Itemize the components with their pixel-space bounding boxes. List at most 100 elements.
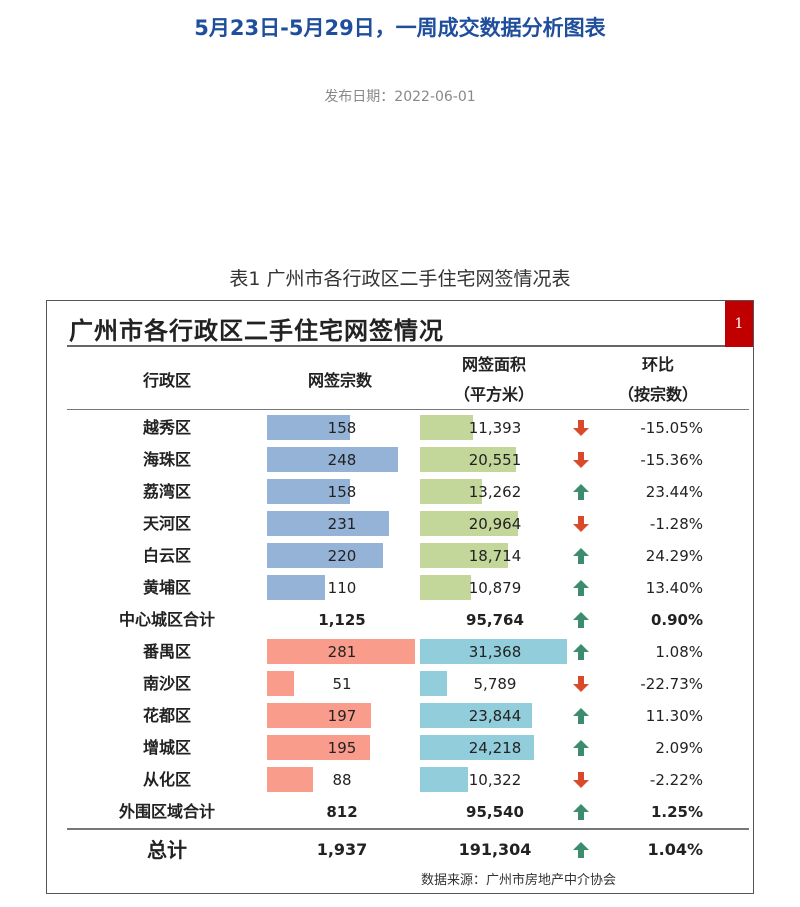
table-row: 从化区 88 10,322 -2.22% <box>47 764 755 796</box>
district-name: 天河区 <box>142 514 191 533</box>
area-value: 18,714 <box>468 547 522 565</box>
arrow-up-icon <box>573 484 589 500</box>
column-header-change-line1: 环比 <box>641 355 674 374</box>
change-value: 1.04% <box>647 840 703 859</box>
table-row: 越秀区 158 11,393 -15.05% <box>47 412 755 444</box>
area-value: 20,551 <box>468 451 522 469</box>
area-value: 13,262 <box>468 483 522 501</box>
arrow-up-icon <box>573 708 589 724</box>
count-value: 220 <box>327 547 357 565</box>
column-header-area-line1: 网签面积 <box>461 355 526 374</box>
count-value: 197 <box>327 707 357 725</box>
header-rule <box>67 409 749 410</box>
district-name: 中心城区合计 <box>118 610 215 629</box>
district-name: 黄埔区 <box>142 578 191 597</box>
district-name: 外围区域合计 <box>118 802 215 821</box>
table-row: 黄埔区 110 10,879 13.40% <box>47 572 755 604</box>
area-bar <box>420 543 508 568</box>
count-value: 1,125 <box>318 611 366 629</box>
count-value: 158 <box>327 483 357 501</box>
count-value: 231 <box>327 515 357 533</box>
count-bar <box>267 543 383 568</box>
count-value: 281 <box>327 643 357 661</box>
arrow-down-icon <box>573 516 589 532</box>
count-value: 88 <box>332 771 352 789</box>
area-value: 191,304 <box>458 840 532 859</box>
count-bar <box>267 479 350 504</box>
arrow-down-icon <box>573 452 589 468</box>
count-bar <box>267 639 415 664</box>
area-bar <box>420 415 473 440</box>
arrow-up-icon <box>573 740 589 756</box>
table-row: 白云区 220 18,714 24.29% <box>47 540 755 572</box>
district-name: 总计 <box>147 838 187 862</box>
count-value: 158 <box>327 419 357 437</box>
arrow-up-icon <box>573 548 589 564</box>
area-value: 20,964 <box>468 515 522 533</box>
area-bar <box>420 575 471 600</box>
data-source-note: 数据来源：广州市房地产中介协会 <box>421 873 617 888</box>
district-name: 从化区 <box>142 770 191 789</box>
area-value: 10,322 <box>468 771 522 789</box>
area-bar <box>420 735 534 760</box>
area-value: 24,218 <box>468 739 522 757</box>
area-bar <box>420 447 516 472</box>
district-name: 南沙区 <box>142 674 191 693</box>
count-bar <box>267 767 313 792</box>
table-row: 天河区 231 20,964 -1.28% <box>47 508 755 540</box>
report-title: 广州市各行政区二手住宅网签情况 <box>69 317 444 345</box>
count-bar <box>267 511 389 536</box>
area-value: 23,844 <box>468 707 522 725</box>
area-bar <box>420 671 447 696</box>
count-value: 1,937 <box>316 840 368 859</box>
change-value: 23.44% <box>645 483 703 501</box>
area-value: 5,789 <box>473 675 517 693</box>
district-name: 花都区 <box>142 706 191 725</box>
district-name: 荔湾区 <box>142 482 191 501</box>
table-row: 海珠区 248 20,551 -15.36% <box>47 444 755 476</box>
area-bar <box>420 479 482 504</box>
table-row: 南沙区 51 5,789 -22.73% <box>47 668 755 700</box>
area-value: 10,879 <box>468 579 522 597</box>
change-value: 2.09% <box>655 739 703 757</box>
column-header-district: 行政区 <box>142 371 191 390</box>
area-bar <box>420 703 532 728</box>
change-value: -15.36% <box>640 451 703 469</box>
title-rule <box>67 345 749 347</box>
table-caption: 表1 广州市各行政区二手住宅网签情况表 <box>229 268 571 290</box>
table-row: 荔湾区 158 13,262 23.44% <box>47 476 755 508</box>
district-name: 海珠区 <box>142 450 191 469</box>
area-value: 95,764 <box>466 611 524 629</box>
arrow-down-icon <box>573 772 589 788</box>
area-bar <box>420 767 468 792</box>
district-name: 增城区 <box>142 738 191 757</box>
arrow-up-icon <box>573 804 589 820</box>
area-value: 95,540 <box>466 803 524 821</box>
count-bar <box>267 735 370 760</box>
count-bar <box>267 671 294 696</box>
district-name: 越秀区 <box>142 418 191 437</box>
table-row: 增城区 195 24,218 2.09% <box>47 732 755 764</box>
change-value: 13.40% <box>645 579 703 597</box>
count-value: 248 <box>327 451 357 469</box>
change-value: 1.08% <box>655 643 703 661</box>
change-value: 24.29% <box>645 547 703 565</box>
count-value: 110 <box>327 579 357 597</box>
report-table: 广州市各行政区二手住宅网签情况 1 行政区 网签宗数 网签面积 （平方米） 环比… <box>46 300 754 894</box>
count-bar <box>267 415 350 440</box>
table-row: 花都区 197 23,844 11.30% <box>47 700 755 732</box>
article-title: 5月23日-5月29日，一周成交数据分析图表 <box>194 16 606 40</box>
district-name: 番禺区 <box>142 642 191 661</box>
arrow-down-icon <box>573 420 589 436</box>
page-number-badge: 1 <box>725 301 753 347</box>
column-header-area-line2: （平方米） <box>453 385 534 404</box>
count-value: 812 <box>326 803 358 821</box>
area-value: 31,368 <box>468 643 522 661</box>
change-value: 0.90% <box>650 611 703 629</box>
change-value: -1.28% <box>649 515 703 533</box>
count-value: 195 <box>327 739 357 757</box>
arrow-up-icon <box>573 644 589 660</box>
district-name: 白云区 <box>142 546 191 565</box>
change-value: -2.22% <box>649 771 703 789</box>
arrow-up-icon <box>573 612 589 628</box>
